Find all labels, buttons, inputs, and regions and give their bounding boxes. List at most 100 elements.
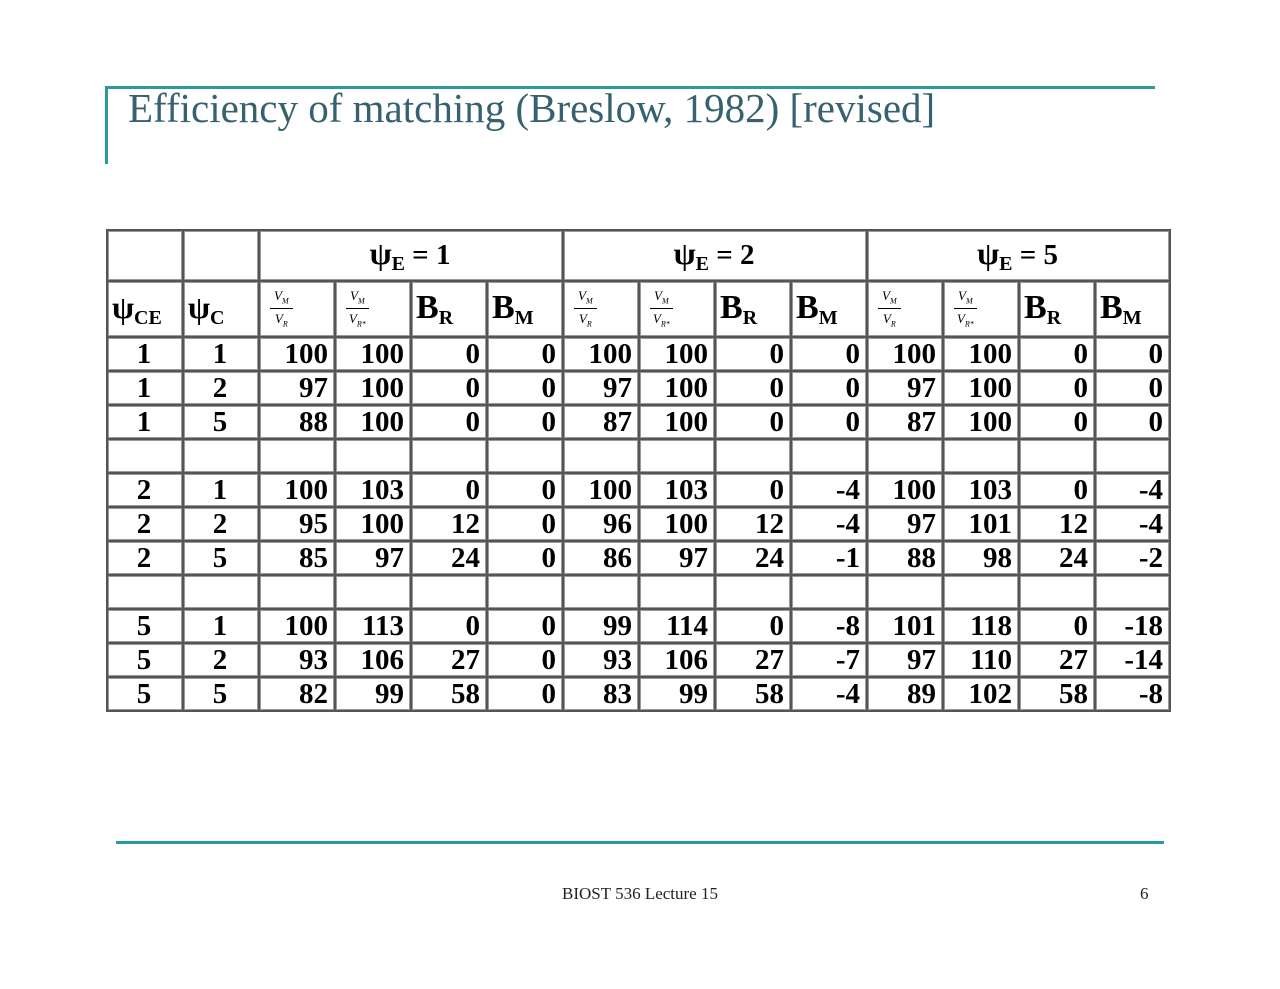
ratio-num-sub: M (661, 297, 669, 306)
value-cell: 100 (258, 336, 336, 372)
spacer-row (106, 574, 1172, 610)
ratio-numerator: VM (346, 289, 369, 309)
value-cell: 100 (638, 336, 717, 372)
value-cell: 27 (714, 642, 793, 678)
value-cell: 97 (866, 642, 945, 678)
bias-header: BR (1018, 280, 1097, 338)
row-label-cell: 5 (106, 642, 184, 678)
value-cell: 0 (1094, 370, 1172, 406)
value-cell: 106 (334, 642, 412, 678)
ratio-den-v: V (882, 311, 891, 326)
psi-subscript: E (695, 253, 709, 275)
group-header-row: ψE = 1 ψE = 2 ψE = 5 (106, 229, 1172, 282)
group-header-psi-e: ψE = 1 (257, 229, 565, 282)
variance-ratio-header: VM VR* (942, 280, 1021, 338)
value-cell: 93 (562, 642, 641, 678)
row-label-cell: 5 (106, 676, 184, 712)
bias-subscript: R (742, 306, 758, 329)
psi-symbol: ψ (112, 288, 135, 325)
row-label-cell: 1 (106, 370, 184, 406)
value-cell: 87 (866, 404, 945, 440)
table-row: 1 1 100 100 0 0 100 100 0 0 100 100 0 0 (106, 336, 1172, 372)
ratio-num-v: V (654, 288, 662, 304)
empty-cell (258, 438, 336, 474)
ratio-den-v: V (652, 311, 661, 326)
value-cell: -8 (790, 608, 869, 644)
value-cell: 102 (942, 676, 1021, 712)
value-cell: 100 (866, 472, 945, 508)
empty-cell (714, 438, 793, 474)
psi-symbol: ψ (673, 235, 696, 271)
value-cell: 88 (866, 540, 945, 576)
empty-cell (334, 438, 412, 474)
value-cell: 0 (410, 404, 488, 440)
header-psi-ce: ψCE (106, 280, 184, 338)
variance-ratio-fraction: VM VR (270, 289, 293, 328)
bias-subscript: M (1122, 306, 1142, 329)
value-cell: 99 (562, 608, 641, 644)
value-cell: 100 (562, 336, 641, 372)
slide-title: Efficiency of matching (Breslow, 1982) [… (128, 85, 936, 131)
empty-cell (1094, 438, 1172, 474)
group-header-psi-e: ψE = 5 (866, 229, 1172, 282)
variance-ratio-fraction: VM VR* (954, 289, 977, 328)
row-label-cell: 5 (106, 608, 184, 644)
row-label-cell: 1 (182, 336, 260, 372)
ratio-numerator: VM (270, 289, 293, 309)
ratio-num-sub: M (585, 297, 593, 306)
psi-symbol: ψ (977, 235, 1000, 271)
value-cell: 0 (714, 404, 793, 440)
empty-cell (714, 574, 793, 610)
header-psi-c: ψC (182, 280, 260, 338)
table-row: 2 1 100 103 0 0 100 103 0 -4 100 103 0 -4 (106, 472, 1172, 508)
variance-ratio-header: VM VR (562, 280, 641, 338)
value-cell: 0 (485, 676, 565, 712)
group-value: = 2 (708, 239, 755, 271)
table-row: 5 1 100 113 0 0 99 114 0 -8 101 118 0 -18 (106, 608, 1172, 644)
value-cell: -2 (1094, 540, 1172, 576)
value-cell: 97 (866, 370, 945, 406)
value-cell: 0 (485, 370, 565, 406)
ratio-den-sub: R* (964, 319, 974, 329)
ratio-num-v: V (958, 288, 966, 304)
value-cell: 100 (258, 608, 336, 644)
empty-cell (790, 574, 869, 610)
bias-symbol: B (720, 288, 743, 326)
bias-symbol: B (416, 288, 439, 326)
value-cell: 98 (942, 540, 1021, 576)
empty-cell (410, 438, 488, 474)
empty-cell (562, 574, 641, 610)
empty-cell (258, 574, 336, 610)
value-cell: 12 (714, 506, 793, 542)
psi-subscript: E (999, 253, 1013, 275)
bias-header: BM (790, 280, 869, 338)
ratio-num-sub: M (281, 297, 289, 306)
row-label-cell: 2 (182, 642, 260, 678)
ratio-den-v: V (348, 311, 357, 326)
empty-cell (1018, 574, 1097, 610)
value-cell: 101 (866, 608, 945, 644)
ratio-denominator: VR* (346, 309, 369, 329)
value-cell: 88 (258, 404, 336, 440)
row-label-cell: 5 (182, 540, 260, 576)
value-cell: 100 (562, 472, 641, 508)
row-label-cell: 1 (182, 608, 260, 644)
value-cell: 114 (638, 608, 717, 644)
bias-subscript: R (1046, 306, 1062, 329)
group-value: = 5 (1012, 239, 1058, 271)
ratio-den-sub: R* (356, 319, 366, 329)
table-row: 1 2 97 100 0 0 97 100 0 0 97 100 0 0 (106, 370, 1172, 406)
value-cell: 0 (1094, 336, 1172, 372)
value-cell: 100 (638, 370, 717, 406)
bias-header: BM (485, 280, 565, 338)
value-cell: 0 (485, 336, 565, 372)
bias-header: BR (714, 280, 793, 338)
variance-ratio-fraction: VM VR* (346, 289, 369, 328)
variance-ratio-fraction: VM VR (574, 289, 597, 328)
value-cell: 106 (638, 642, 717, 678)
value-cell: -4 (790, 676, 869, 712)
bias-header: BR (410, 280, 488, 338)
value-cell: 97 (638, 540, 717, 576)
table-row: 5 2 93 106 27 0 93 106 27 -7 97 110 27 -14 (106, 642, 1172, 678)
row-label-cell: 5 (182, 404, 260, 440)
